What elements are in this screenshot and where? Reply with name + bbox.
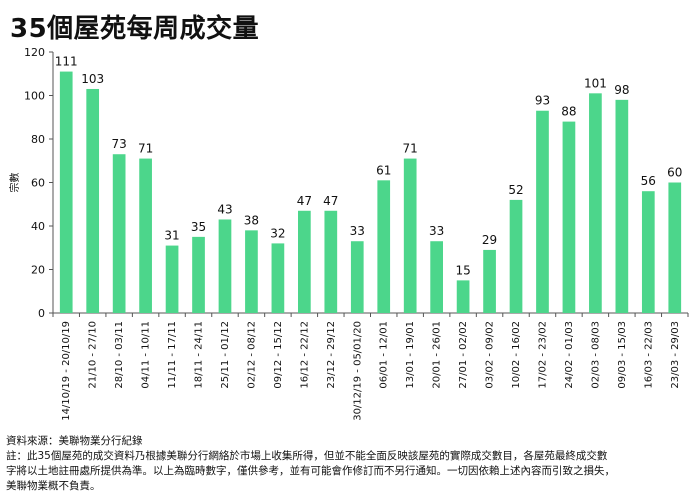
bar-value-label: 73 — [112, 137, 127, 151]
bar — [350, 241, 364, 313]
x-tick-label: 21/10 - 27/10 — [88, 321, 99, 389]
bar-value-label: 56 — [641, 174, 656, 188]
x-tick-label: 09/12 - 15/12 — [273, 321, 284, 389]
x-tick-label: 25/11 - 01/12 — [220, 321, 231, 389]
bar — [403, 158, 417, 313]
bar-value-label: 47 — [323, 194, 338, 208]
bar — [615, 99, 629, 313]
bar-value-label: 43 — [217, 202, 232, 216]
x-tick-label: 13/01 - 19/01 — [405, 321, 416, 389]
bar — [298, 210, 311, 313]
disclaimer-line-3: 美聯物業概不負責。 — [6, 480, 101, 492]
x-tick-label: 16/12 - 22/12 — [299, 321, 310, 389]
bar — [218, 219, 232, 313]
x-tick-label: 14/10/19 - 20/10/19 — [61, 321, 72, 421]
chart-title: 35個屋苑每周成交量 — [10, 14, 260, 44]
bar-value-label: 33 — [429, 224, 444, 238]
y-tick-label: 80 — [31, 133, 45, 146]
x-tick-label: 27/01 - 02/02 — [458, 321, 469, 389]
x-tick-label: 02/12 - 08/12 — [246, 321, 257, 389]
bar — [59, 71, 73, 313]
bar — [377, 180, 391, 313]
bar — [139, 158, 152, 313]
x-tick-label: 09/03 - 15/03 — [617, 321, 628, 389]
bar-value-label: 32 — [270, 226, 285, 240]
bar-value-label: 71 — [403, 142, 418, 156]
bar-value-label: 93 — [535, 94, 550, 108]
y-tick-label: 40 — [31, 220, 45, 233]
x-tick-label: 06/01 - 12/01 — [379, 321, 390, 389]
bar — [668, 182, 682, 313]
bar-value-label: 101 — [584, 76, 607, 90]
y-tick-label: 100 — [24, 90, 45, 103]
x-tick-label: 23/12 - 29/12 — [326, 321, 337, 389]
bar — [641, 191, 655, 313]
bar-value-label: 15 — [455, 263, 470, 277]
x-tick-label: 16/03 - 22/03 — [643, 321, 654, 389]
footer-notes: 資料來源：美聯物業分行紀錄 註：此35個屋苑的成交資料乃根據美聯分行網絡於市場上… — [6, 434, 696, 494]
bar-value-label: 38 — [244, 213, 259, 227]
y-axis-title: 宗數 — [8, 173, 21, 193]
y-tick-label: 20 — [31, 264, 45, 277]
bar — [536, 110, 549, 313]
bar-value-label: 111 — [55, 55, 78, 69]
bar — [562, 121, 576, 313]
bar-value-label: 31 — [164, 229, 179, 243]
x-tick-label: 20/01 - 26/01 — [432, 321, 443, 389]
x-tick-label: 11/11 - 17/11 — [167, 321, 178, 389]
x-tick-label: 10/02 - 16/02 — [511, 321, 522, 389]
bar — [112, 154, 126, 313]
bar — [192, 236, 205, 313]
x-tick-label: 24/02 - 01/03 — [564, 321, 575, 389]
bar-chart: 0 20 40 60 80 100 120 宗數 111 14/10/19 - 20/10/19 1… — [8, 46, 689, 421]
disclaimer-line-2: 字將以土地註冊處所提供為準。以上為臨時數字，僅供參考，並有可能會作修訂而不另行通… — [6, 465, 615, 477]
bar-value-label: 29 — [482, 233, 497, 247]
bar — [324, 210, 338, 313]
bar — [589, 93, 602, 313]
bar-value-label: 35 — [191, 220, 206, 234]
bar — [483, 249, 496, 313]
bar — [86, 88, 100, 313]
bar-value-label: 47 — [297, 194, 312, 208]
bar — [245, 230, 258, 313]
x-tick-label: 03/02 - 09/02 — [485, 321, 496, 389]
bar — [430, 241, 443, 313]
x-tick-label: 30/12/19 - 05/01/20 — [352, 321, 363, 421]
bar-value-label: 98 — [614, 83, 629, 97]
y-tick-label: 120 — [24, 46, 45, 59]
bar-value-label: 61 — [376, 163, 391, 177]
source-note: 資料來源：美聯物業分行紀錄 — [6, 435, 143, 447]
bar-value-label: 103 — [81, 72, 104, 86]
bar-value-label: 52 — [508, 183, 523, 197]
disclaimer-line-1: 註：此35個屋苑的成交資料乃根據美聯分行網絡於市場上收集所得，但並不能全面反映該… — [6, 450, 608, 462]
bar-value-label: 71 — [138, 142, 153, 156]
bar-value-label: 33 — [350, 224, 365, 238]
bar — [165, 245, 179, 313]
x-tick-label: 23/03 - 29/03 — [670, 321, 681, 389]
x-tick-label: 04/11 - 10/11 — [141, 321, 152, 389]
x-tick-label: 17/02 - 23/02 — [537, 321, 548, 389]
bar-value-label: 88 — [561, 105, 576, 119]
y-tick-label: 0 — [38, 307, 45, 320]
x-tick-label: 02/03 - 08/03 — [590, 321, 601, 389]
bar — [509, 199, 523, 313]
bar — [456, 280, 470, 313]
x-tick-label: 18/11 - 24/11 — [194, 321, 205, 389]
bar — [271, 243, 285, 313]
bar-value-label: 60 — [667, 166, 682, 180]
y-tick-label: 60 — [31, 177, 45, 190]
x-tick-label: 28/10 - 03/11 — [114, 321, 125, 389]
